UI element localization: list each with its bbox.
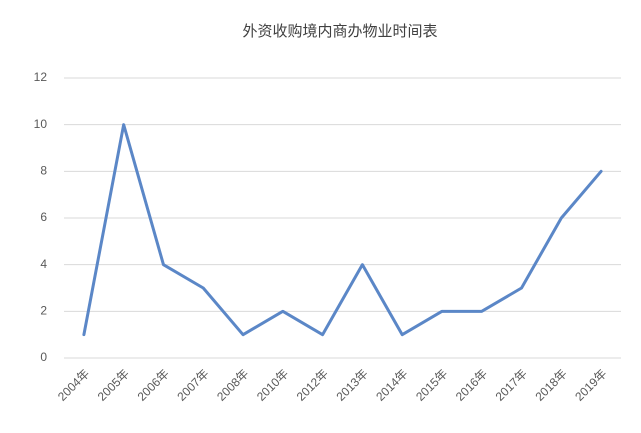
x-tick-label: 2007年 xyxy=(174,366,211,403)
x-tick-label: 2010年 xyxy=(254,366,291,403)
x-tick-label: 2013年 xyxy=(333,366,370,403)
x-tick-label: 2006年 xyxy=(135,366,172,403)
x-tick-label: 2004年 xyxy=(55,366,92,403)
x-tick-label: 2012年 xyxy=(294,366,331,403)
data-line xyxy=(82,123,603,337)
y-tick-label: 12 xyxy=(34,70,48,84)
x-tick-label: 2018年 xyxy=(532,366,569,403)
x-tick-label: 2015年 xyxy=(413,366,450,403)
x-tick-label: 2017年 xyxy=(493,366,530,403)
x-tick-label: 2008年 xyxy=(214,366,251,403)
y-tick-label: 6 xyxy=(40,210,47,224)
y-tick-label: 10 xyxy=(34,117,48,131)
y-tick-label: 4 xyxy=(40,257,47,271)
x-tick-label: 2005年 xyxy=(95,366,132,403)
y-tick-label: 2 xyxy=(40,304,47,318)
y-tick-label: 8 xyxy=(40,164,47,178)
chart-title: 外资收购境内商办物业时间表 xyxy=(242,22,437,40)
x-tick-label: 2014年 xyxy=(373,366,410,403)
x-tick-label: 2016年 xyxy=(453,366,490,403)
x-tick-label: 2019年 xyxy=(572,366,609,403)
y-tick-label: 0 xyxy=(40,350,47,364)
